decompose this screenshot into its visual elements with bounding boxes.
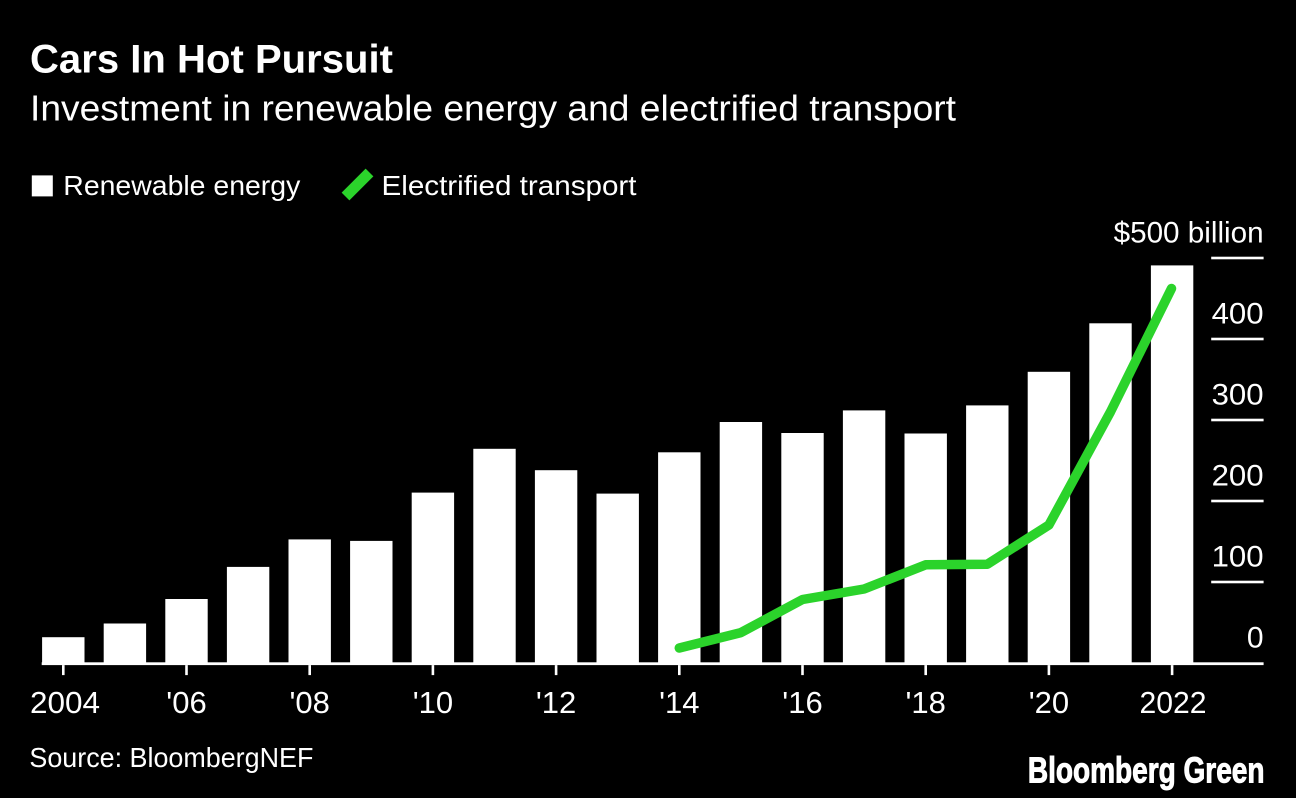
svg-text:'18: '18 xyxy=(905,685,945,720)
svg-text:Source: BloombergNEF: Source: BloombergNEF xyxy=(29,742,313,773)
svg-text:'14: '14 xyxy=(659,685,699,720)
svg-text:Investment in renewable energy: Investment in renewable energy and elect… xyxy=(30,88,956,129)
svg-text:300: 300 xyxy=(1212,379,1264,412)
svg-text:Renewable energy: Renewable energy xyxy=(63,170,300,201)
svg-text:'06: '06 xyxy=(166,685,206,720)
svg-text:Bloomberg Green: Bloomberg Green xyxy=(1028,749,1265,790)
svg-text:'12: '12 xyxy=(536,685,576,720)
svg-text:Cars In Hot Pursuit: Cars In Hot Pursuit xyxy=(30,38,393,82)
svg-text:0: 0 xyxy=(1247,622,1264,655)
svg-text:'08: '08 xyxy=(289,685,329,720)
svg-text:'16: '16 xyxy=(782,685,822,720)
svg-text:$500 billion: $500 billion xyxy=(1114,217,1264,250)
svg-text:400: 400 xyxy=(1212,298,1264,331)
svg-text:2022: 2022 xyxy=(1140,685,1207,720)
svg-text:200: 200 xyxy=(1212,460,1264,493)
svg-text:'10: '10 xyxy=(413,685,453,720)
svg-text:Electrified transport: Electrified transport xyxy=(382,170,637,201)
svg-text:2004: 2004 xyxy=(30,685,100,720)
svg-text:100: 100 xyxy=(1212,541,1264,574)
svg-text:'20: '20 xyxy=(1029,685,1069,720)
